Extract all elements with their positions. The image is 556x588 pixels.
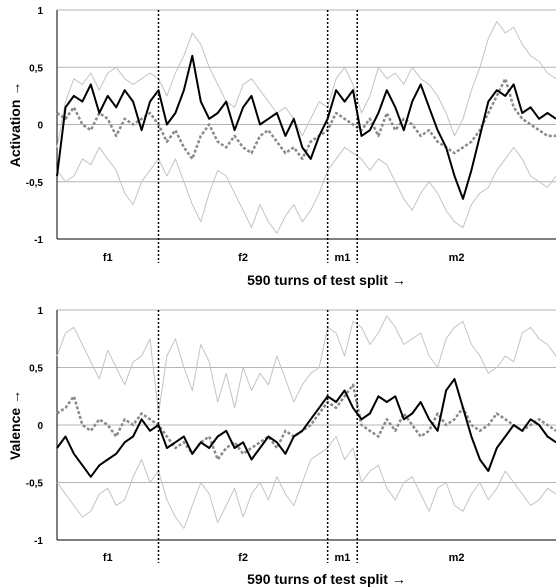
y-tick-label: -1 xyxy=(34,235,43,246)
series-line-dotted xyxy=(56,77,556,161)
y-tick-label: 0 xyxy=(37,421,43,432)
y-tick-label: 0,5 xyxy=(29,364,43,375)
x-axis-label: 590 turns of test split → xyxy=(247,571,406,587)
activation-chart: 1 0,5 0 -0,5 -1 f1 f2 m1 m2 590 turns of test spl… xyxy=(7,6,556,288)
series-line-solid xyxy=(56,378,556,478)
segment-label: m2 xyxy=(449,552,465,564)
segment-label: f1 xyxy=(103,252,113,264)
segment-label: f2 xyxy=(238,552,248,564)
y-tick-label: -0,5 xyxy=(26,479,44,490)
series-line-lower-bound xyxy=(56,146,556,234)
y-tick-label: -0,5 xyxy=(26,178,44,189)
x-axis-label: 590 turns of test split → xyxy=(247,272,406,288)
y-tick-label: 0,5 xyxy=(29,63,43,74)
segment-label: m2 xyxy=(449,252,465,264)
y-tick-label: 0 xyxy=(37,121,43,132)
series-line-lower-bound xyxy=(56,436,556,529)
y-axis-label: Activation → xyxy=(7,82,23,168)
series-line-upper-bound xyxy=(56,315,556,414)
series-line-upper-bound xyxy=(56,21,556,148)
series-line-dotted xyxy=(56,383,556,461)
segment-label: f1 xyxy=(103,552,113,564)
segment-label: m1 xyxy=(334,252,350,264)
y-tick-label: -1 xyxy=(34,536,43,547)
y-tick-label: 1 xyxy=(37,6,43,17)
y-tick-label: 1 xyxy=(37,306,43,317)
valence-chart: 1 0,5 0 -0,5 -1 f1 f2 m1 m2 590 turns of test spl… xyxy=(7,306,556,587)
segment-label: m1 xyxy=(334,552,350,564)
series-line-solid xyxy=(56,54,556,200)
y-axis-label: Valence → xyxy=(7,390,23,460)
segment-label: f2 xyxy=(238,252,248,264)
